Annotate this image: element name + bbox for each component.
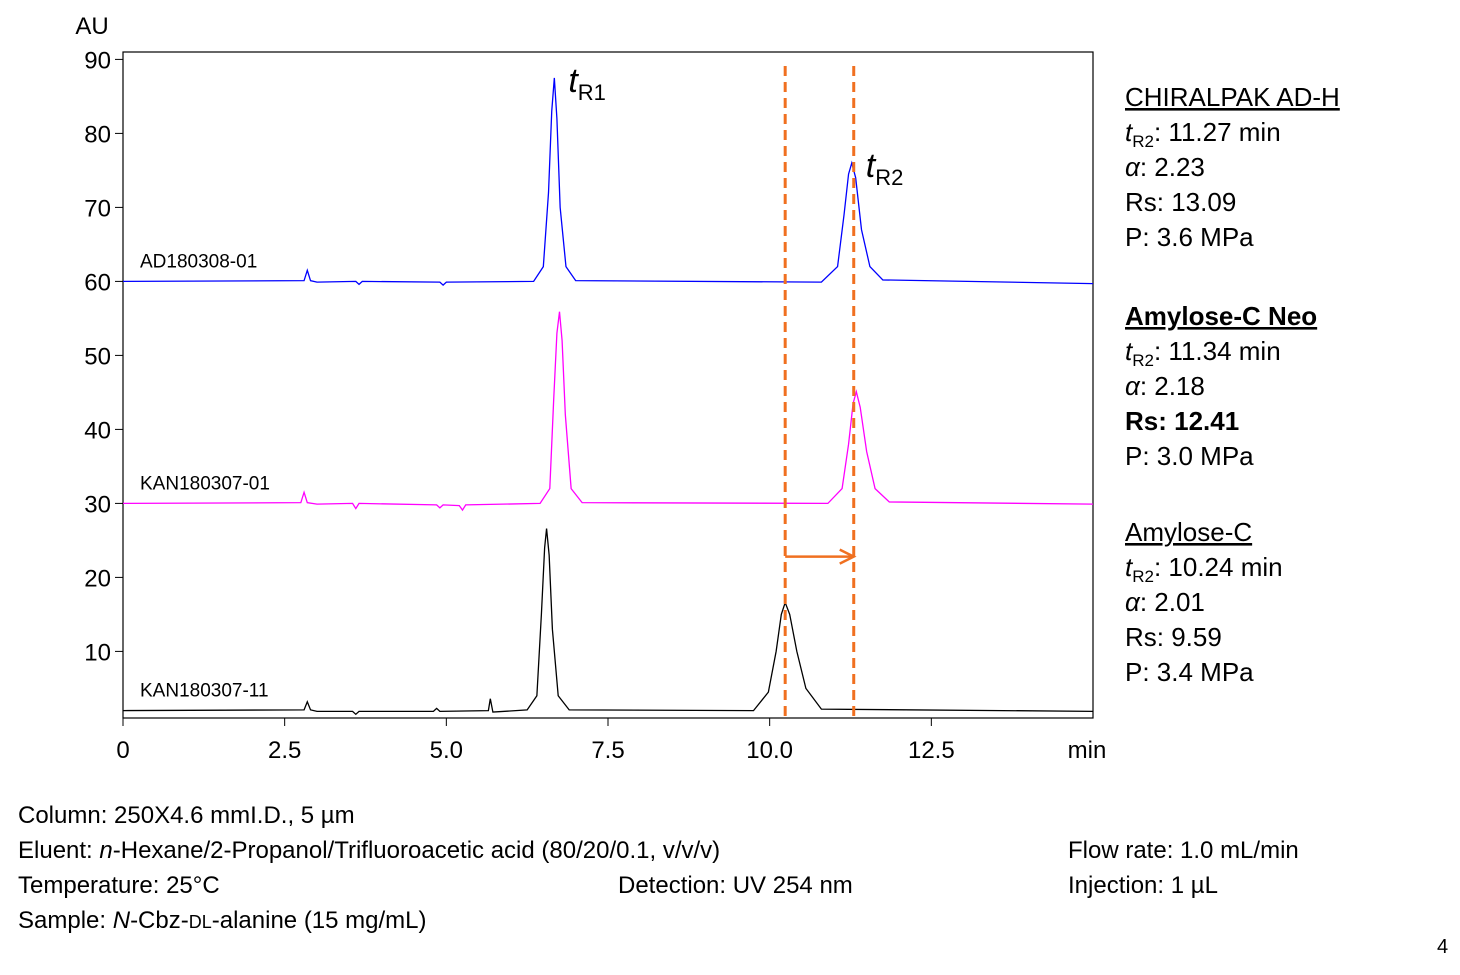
x-axis-label: min xyxy=(1068,737,1107,764)
alpha-value: : 2.18 xyxy=(1140,371,1205,401)
trt-symbol: t xyxy=(1125,336,1134,366)
trace xyxy=(122,311,1094,512)
trace-label: KAN180307-01 xyxy=(140,473,270,494)
summary-line: P: 3.6 MPa xyxy=(1125,222,1254,252)
pressure-value: P: 3.6 MPa xyxy=(1125,222,1254,252)
sample-rest: -alanine (15 mg/mL) xyxy=(212,907,427,934)
alpha-value: : 2.01 xyxy=(1140,587,1205,617)
x-tick-label: 5.0 xyxy=(430,737,463,764)
alpha-value: : 2.23 xyxy=(1140,152,1205,182)
y-tick-label: 90 xyxy=(84,47,111,74)
sample-text: -Cbz- xyxy=(130,907,189,934)
trt-value: : 11.34 min xyxy=(1154,336,1281,366)
column-name: Amylose-C Neo xyxy=(1125,301,1317,331)
summary-line: tR2: 10.24 min xyxy=(1125,552,1283,586)
trace-label: KAN180307-11 xyxy=(140,681,269,702)
peak-label-t: t xyxy=(568,62,579,100)
peak-label: tR1 xyxy=(568,62,606,105)
y-tick-label: 50 xyxy=(84,343,111,370)
peak-label: tR2 xyxy=(866,147,904,190)
x-tick-label: 7.5 xyxy=(591,737,624,764)
pressure-value: P: 3.0 MPa xyxy=(1125,441,1254,471)
eluent-label: Eluent: xyxy=(18,837,99,864)
trt-sub: R2 xyxy=(1132,351,1154,370)
trt-symbol: t xyxy=(1125,117,1134,147)
y-tick-label: 80 xyxy=(84,121,111,148)
y-tick-label: 70 xyxy=(84,195,111,222)
x-tick-label: 12.5 xyxy=(908,737,955,764)
x-tick-label: 2.5 xyxy=(268,737,301,764)
summary-line: Rs: 9.59 xyxy=(1125,622,1222,652)
y-tick-label: 60 xyxy=(84,269,111,296)
column-name: Amylose-C xyxy=(1125,517,1252,547)
temperature-info: Temperature: 25°C xyxy=(18,872,220,899)
alpha-symbol: α xyxy=(1125,152,1141,182)
summary-line: Amylose-C Neo xyxy=(1125,301,1317,331)
alpha-symbol: α xyxy=(1125,371,1141,401)
pressure-value: P: 3.4 MPa xyxy=(1125,657,1254,687)
peak-label-t: t xyxy=(866,147,877,185)
summary-line: P: 3.4 MPa xyxy=(1125,657,1254,687)
arrow-head xyxy=(839,548,857,565)
y-tick-label: 20 xyxy=(84,565,111,592)
summary-line: α: 2.23 xyxy=(1125,152,1205,182)
eluent-text: -Hexane/2-Propanol/Trifluoroacetic acid … xyxy=(113,837,720,864)
summary-line: P: 3.0 MPa xyxy=(1125,441,1254,471)
detection-info: Detection: UV 254 nm xyxy=(618,872,853,899)
summary-line: tR2: 11.34 min xyxy=(1125,336,1281,370)
conditions: Column: 250X4.6 mmI.D., 5 µm Eluent: n-H… xyxy=(18,802,1299,934)
rs-value: Rs: 9.59 xyxy=(1125,622,1222,652)
alpha-symbol: α xyxy=(1125,587,1141,617)
peak-label-sub: R2 xyxy=(875,165,903,190)
summary-line: tR2: 11.27 min xyxy=(1125,117,1281,151)
x-tick-label: 0 xyxy=(116,737,129,764)
plot-frame xyxy=(122,51,1094,719)
y-tick-label: 30 xyxy=(84,491,111,518)
summary-line: Rs: 13.09 xyxy=(1125,187,1236,217)
rs-value: Rs: 12.41 xyxy=(1125,406,1239,436)
sample-label: Sample: xyxy=(18,907,113,934)
trt-value: : 11.27 min xyxy=(1154,117,1281,147)
injection-info: Injection: 1 µL xyxy=(1068,872,1218,899)
sample-info: Sample: N-Cbz-DL-alanine (15 mg/mL) xyxy=(18,907,427,934)
trt-sub: R2 xyxy=(1132,132,1154,151)
summary-line: α: 2.01 xyxy=(1125,587,1205,617)
trt-symbol: t xyxy=(1125,552,1134,582)
summary-line: Amylose-C xyxy=(1125,517,1252,547)
column-name: CHIRALPAK AD-H xyxy=(1125,82,1340,112)
summary-line: Rs: 12.41 xyxy=(1125,406,1239,436)
trt-value: : 10.24 min xyxy=(1154,552,1283,582)
x-tick-label: 10.0 xyxy=(746,737,793,764)
eluent-italic: n xyxy=(99,837,112,864)
column-info: Column: 250X4.6 mmI.D., 5 µm xyxy=(18,802,355,829)
trace xyxy=(122,77,1094,286)
trace-label: AD180308-01 xyxy=(140,251,257,272)
summary-line: CHIRALPAK AD-H xyxy=(1125,82,1340,112)
summary-line: α: 2.18 xyxy=(1125,371,1205,401)
trace xyxy=(122,528,1094,716)
sample-small-caps: DL xyxy=(189,912,212,932)
flow-rate-info: Flow rate: 1.0 mL/min xyxy=(1068,837,1299,864)
y-tick-label: 10 xyxy=(84,639,111,666)
y-axis-label: AU xyxy=(75,13,108,40)
y-tick-label: 40 xyxy=(84,417,111,444)
peak-label-sub: R1 xyxy=(578,80,606,105)
page-number: 4 xyxy=(1437,936,1448,958)
eluent-info: Eluent: n-Hexane/2-Propanol/Trifluoroace… xyxy=(18,837,720,864)
sample-italic: N xyxy=(113,907,131,934)
rs-value: Rs: 13.09 xyxy=(1125,187,1236,217)
trt-sub: R2 xyxy=(1132,567,1154,586)
